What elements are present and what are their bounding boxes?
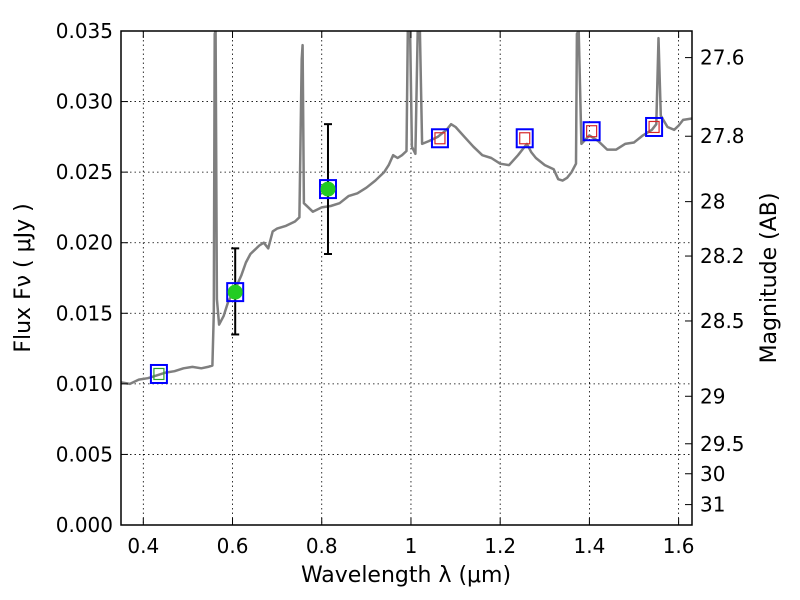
x-tick-label: 1 [405,534,418,558]
x-tick-label: 1.6 [663,534,695,558]
model-square [318,179,337,200]
plot-frame [120,30,693,526]
photometry-point [320,181,336,197]
photometry-open-point [153,367,165,381]
mag-tick-label: 27.6 [700,46,745,70]
x-axis-title: Wavelength λ (μm) [301,563,511,588]
model-square [582,121,601,142]
mag-tick-label: 27.8 [700,124,745,148]
mag-tick-label: 28 [700,190,725,214]
x-tick-label: 0.8 [306,534,338,558]
y-tick-label: 0.000 [56,513,113,537]
y-tick-label: 0.030 [56,90,113,114]
photometry-open-point [586,125,598,138]
mag-tick-label: 29.5 [700,432,745,456]
mag-tick-label: 29 [700,384,725,408]
plot-area [121,31,692,386]
x-tick-label: 0.6 [217,534,249,558]
photometry-open-point [519,132,531,145]
mag-tick-label: 31 [700,493,725,517]
y-tick-label: 0.005 [56,442,113,466]
mag-tick-label: 30 [700,462,725,486]
model-square [645,116,664,137]
y-tick-label: 0.035 [56,19,113,43]
y-axis-title: Flux Fν ( μJy ) [11,203,36,352]
x-tick-label: 1.2 [484,534,516,558]
axes: 0.4 0.6 0.8 1 1.2 1.4 1.6 0.000 0.005 0.010 0.015 0… [56,19,745,558]
model-square [515,128,534,149]
photometry-open-point [648,120,660,134]
spectrum-line [121,31,692,386]
y-tick-label: 0.015 [56,301,113,325]
mag-tick-label: 28.5 [700,309,745,333]
x-tick-label: 1.4 [573,534,605,558]
model-square [430,128,449,149]
model-square [226,282,245,303]
x-tick-label: 0.4 [127,534,159,558]
photometry-open-point [434,132,446,145]
y2-axis-title: Magnitude (AB) [757,193,782,364]
photometry-point [227,284,243,300]
model-square [149,363,168,384]
y-tick-label: 0.010 [56,372,113,396]
y-tick-label: 0.020 [56,231,113,255]
mag-tick-label: 28.2 [700,244,745,268]
y-tick-label: 0.025 [56,160,113,184]
